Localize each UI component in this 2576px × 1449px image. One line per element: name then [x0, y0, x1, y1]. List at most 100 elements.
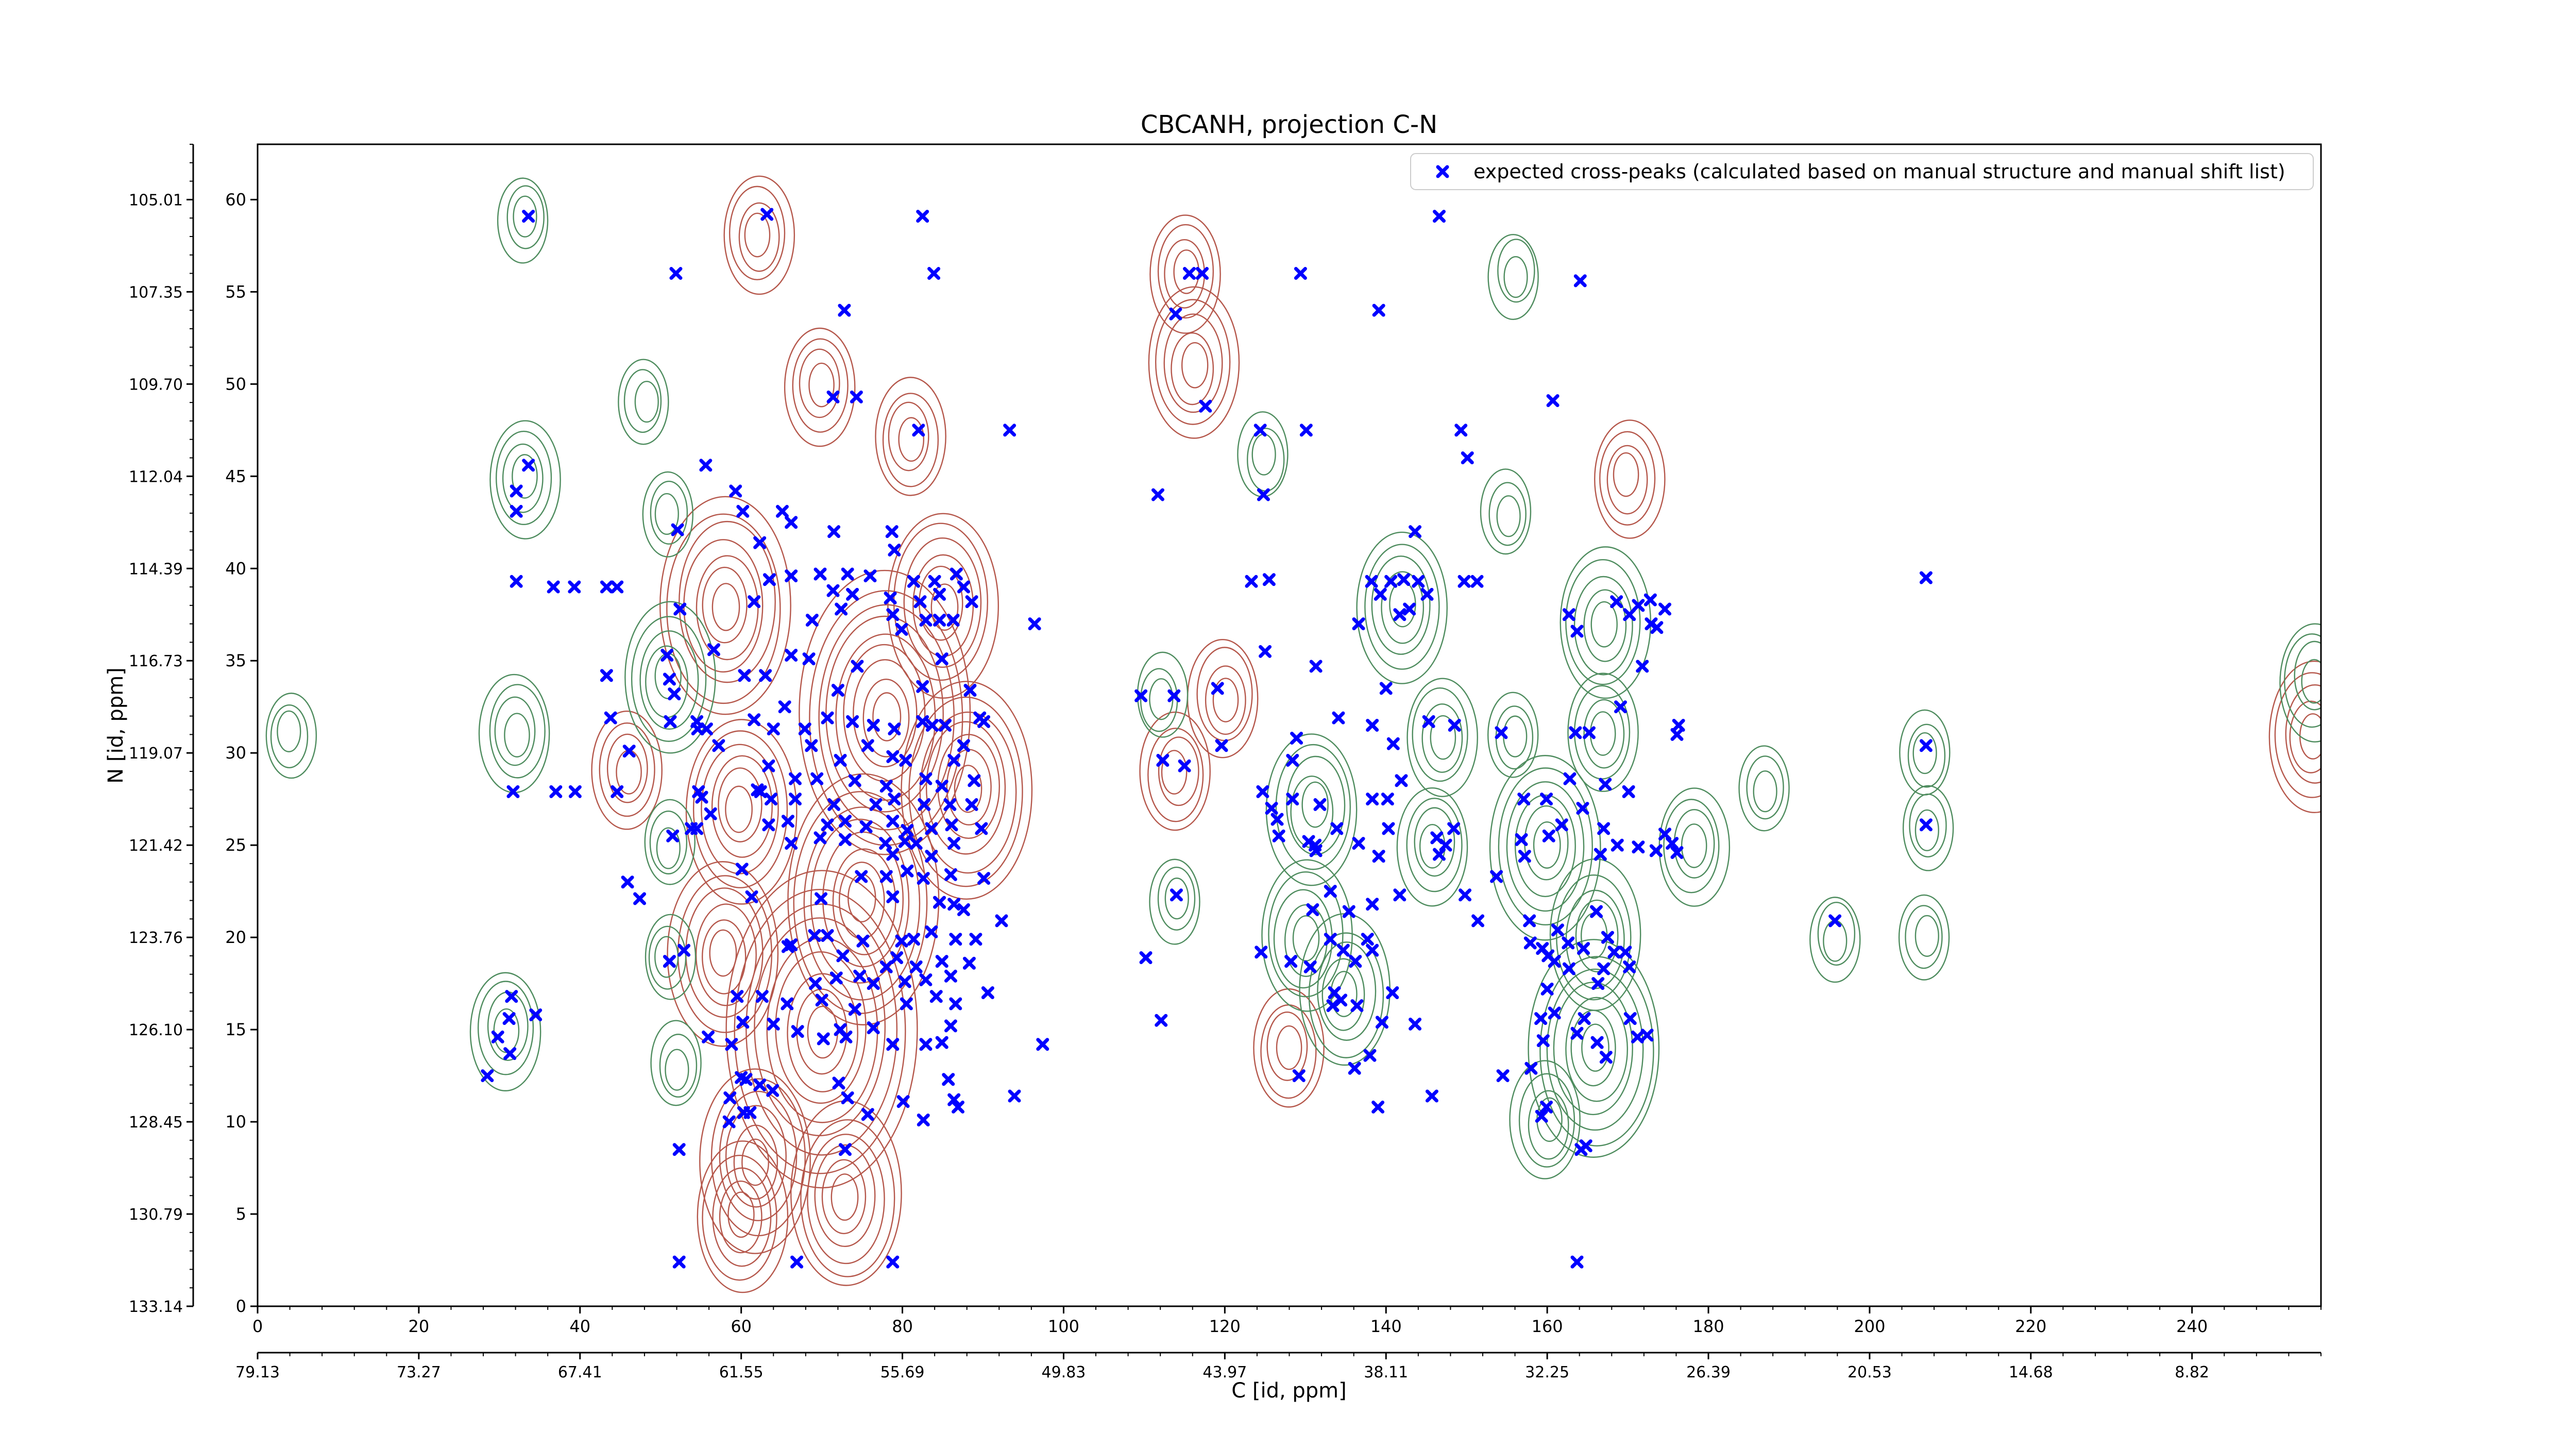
cross-peak-260	[933, 896, 946, 909]
x-ppm-tick-label-2: 67.41	[558, 1363, 602, 1381]
cross-peak-19	[1253, 424, 1267, 437]
negative-contour-28-2	[1912, 732, 1937, 774]
cross-peak-93	[707, 643, 720, 656]
cross-peak-123	[798, 722, 811, 736]
cross-peak-176	[754, 785, 767, 798]
negative-contour-0-3	[512, 454, 538, 499]
cross-peak-52	[884, 592, 897, 605]
positive-contour-17-3	[1161, 750, 1188, 795]
cross-peak-84	[1570, 625, 1584, 638]
negative-contour-13-0	[1261, 859, 1353, 1012]
cross-peak-279	[949, 933, 962, 946]
cross-peak-157	[1286, 754, 1299, 767]
negative-contour-10-1	[1364, 544, 1440, 670]
cross-peak-58	[957, 580, 970, 594]
positive-contour-12-3	[898, 417, 925, 462]
negative-contour-18-1	[1556, 874, 1632, 1001]
cross-peak-294	[909, 960, 923, 973]
cross-peak-117	[604, 711, 617, 724]
cross-peak-369	[1599, 1051, 1613, 1064]
negative-contour-6-0	[624, 601, 716, 754]
negative-contour-7-2	[656, 827, 681, 869]
cross-peak-382	[947, 1093, 961, 1106]
negative-contour-4-0	[618, 359, 669, 445]
cross-peak-314	[919, 973, 933, 986]
cross-peak-325	[755, 990, 769, 1003]
positive-contour-13-3	[744, 212, 771, 258]
negative-contour-31-0	[1149, 858, 1200, 945]
positive-contour-13-0	[723, 175, 795, 295]
cross-peak-361	[919, 1038, 933, 1051]
cross-peak-329	[900, 997, 913, 1010]
y-ppm-tick-label-6: 119.07	[129, 745, 183, 763]
cross-peak-54	[913, 595, 927, 609]
cross-peak-280	[969, 933, 982, 946]
cross-peak-99	[1309, 660, 1323, 673]
negative-contour-15-1	[1406, 798, 1463, 892]
positive-contour-8-1	[800, 1119, 895, 1277]
cross-peak-216	[666, 829, 680, 843]
positive-contour-16-3	[1212, 678, 1239, 722]
negative-contour-9-1	[659, 1034, 698, 1098]
cross-peak-61	[1262, 573, 1276, 586]
negative-contour-16-1	[1498, 767, 1593, 925]
cross-peak-233	[1439, 838, 1452, 852]
y-tick-label-4: 20	[225, 928, 246, 947]
positive-contour-19-0	[2268, 661, 2321, 813]
cross-peak-160	[810, 772, 824, 785]
cross-peak-184	[965, 798, 978, 811]
cross-peak-124	[821, 711, 834, 724]
cross-peak-91	[1658, 602, 1672, 616]
negative-contour-25-1	[1488, 482, 1527, 546]
cross-peak-59	[965, 595, 978, 609]
negative-contour-20-1	[1518, 1073, 1575, 1168]
negative-contour-19-0	[1528, 939, 1660, 1158]
cross-peak-147	[1290, 732, 1303, 745]
cross-peak-26	[510, 504, 523, 518]
cross-peak-0	[522, 210, 535, 223]
legend-box	[1410, 153, 2314, 190]
positive-contour-9-3	[719, 1181, 762, 1254]
cross-peak-207	[1272, 829, 1285, 843]
chart-title: CBCANH, projection C-N	[1141, 110, 1437, 139]
cross-peak-18	[1003, 424, 1016, 437]
y-tick-label-5: 25	[225, 835, 246, 855]
cross-peak-53	[907, 575, 920, 588]
y-ppm-tick-label-1: 130.79	[129, 1206, 183, 1224]
negative-contour-5-1	[650, 480, 688, 545]
cross-peak-225	[925, 850, 938, 863]
cross-peak-375	[832, 1076, 845, 1090]
cross-peak-284	[1523, 936, 1537, 950]
positive-contour-13-1	[728, 186, 786, 280]
cross-peak-226	[947, 837, 961, 850]
cross-peak-316	[981, 986, 994, 1000]
negative-contour-0-1	[496, 430, 552, 526]
cross-peak-221	[879, 837, 892, 850]
cross-peak-45	[748, 595, 761, 609]
cross-peak-134	[1366, 719, 1379, 732]
negative-contour-35-0	[1738, 745, 1790, 832]
cross-peak-283	[1361, 933, 1374, 946]
cross-peak-156	[1178, 759, 1191, 772]
x-tick-label-9: 180	[1692, 1317, 1724, 1336]
cross-peak-185	[1256, 785, 1269, 798]
negative-contour-35-2	[1753, 770, 1777, 813]
cross-peak-337	[1623, 1012, 1637, 1025]
cross-peak-28	[736, 504, 750, 518]
negative-contour-19-3	[1553, 982, 1633, 1116]
negative-contour-16-5	[1533, 821, 1561, 869]
positive-contour-21-3	[1613, 452, 1639, 497]
cross-peak-266	[1342, 905, 1355, 918]
positive-contour-14-4	[1181, 342, 1209, 389]
cross-peak-358	[817, 1032, 830, 1046]
cross-peak-268	[1523, 914, 1536, 928]
cross-peak-339	[502, 1012, 516, 1025]
x-tick-label-12: 240	[2176, 1317, 2208, 1336]
cross-peak-282	[1336, 943, 1350, 957]
cross-peak-97	[851, 660, 864, 673]
cross-peak-255	[1828, 914, 1842, 928]
cross-peak-88	[1643, 593, 1657, 606]
negative-contour-29-2	[1914, 915, 1939, 957]
cross-peak-37	[1409, 525, 1422, 538]
cross-peak-118	[622, 745, 636, 758]
